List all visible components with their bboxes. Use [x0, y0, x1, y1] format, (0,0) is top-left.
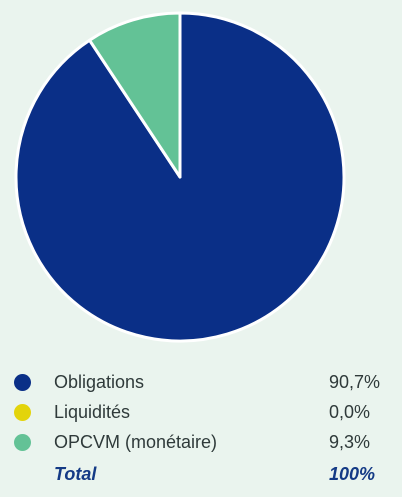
- total-value: 100%: [329, 464, 376, 484]
- legend-label: Obligations: [54, 372, 145, 392]
- legend-value: 9,3%: [329, 432, 371, 452]
- legend-label: OPCVM (monétaire): [54, 432, 218, 452]
- legend-item-liquidites: Liquidités 0,0%: [0, 397, 402, 427]
- legend-total-row: Total 100%: [0, 457, 402, 487]
- legend-value: 0,0%: [329, 402, 371, 422]
- legend-item-obligations: Obligations 90,7%: [0, 367, 402, 397]
- pie-slice-opcvm-mon-taire: [88, 11, 182, 179]
- legend-value: 90,7%: [329, 372, 381, 392]
- pie-slice-obligations: [14, 11, 346, 343]
- total-label: Total: [54, 464, 97, 484]
- legend-marker-obligations: [14, 374, 31, 391]
- legend-item-opcvm: OPCVM (monétaire) 9,3%: [0, 427, 402, 457]
- legend-marker-opcvm: [14, 434, 31, 451]
- legend-marker-liquidites: [14, 404, 31, 421]
- pie-chart: [14, 11, 346, 343]
- legend: Obligations 90,7% Liquidités 0,0% OPCVM …: [0, 367, 402, 487]
- pie-chart-area: [14, 11, 346, 343]
- legend-label: Liquidités: [54, 402, 131, 422]
